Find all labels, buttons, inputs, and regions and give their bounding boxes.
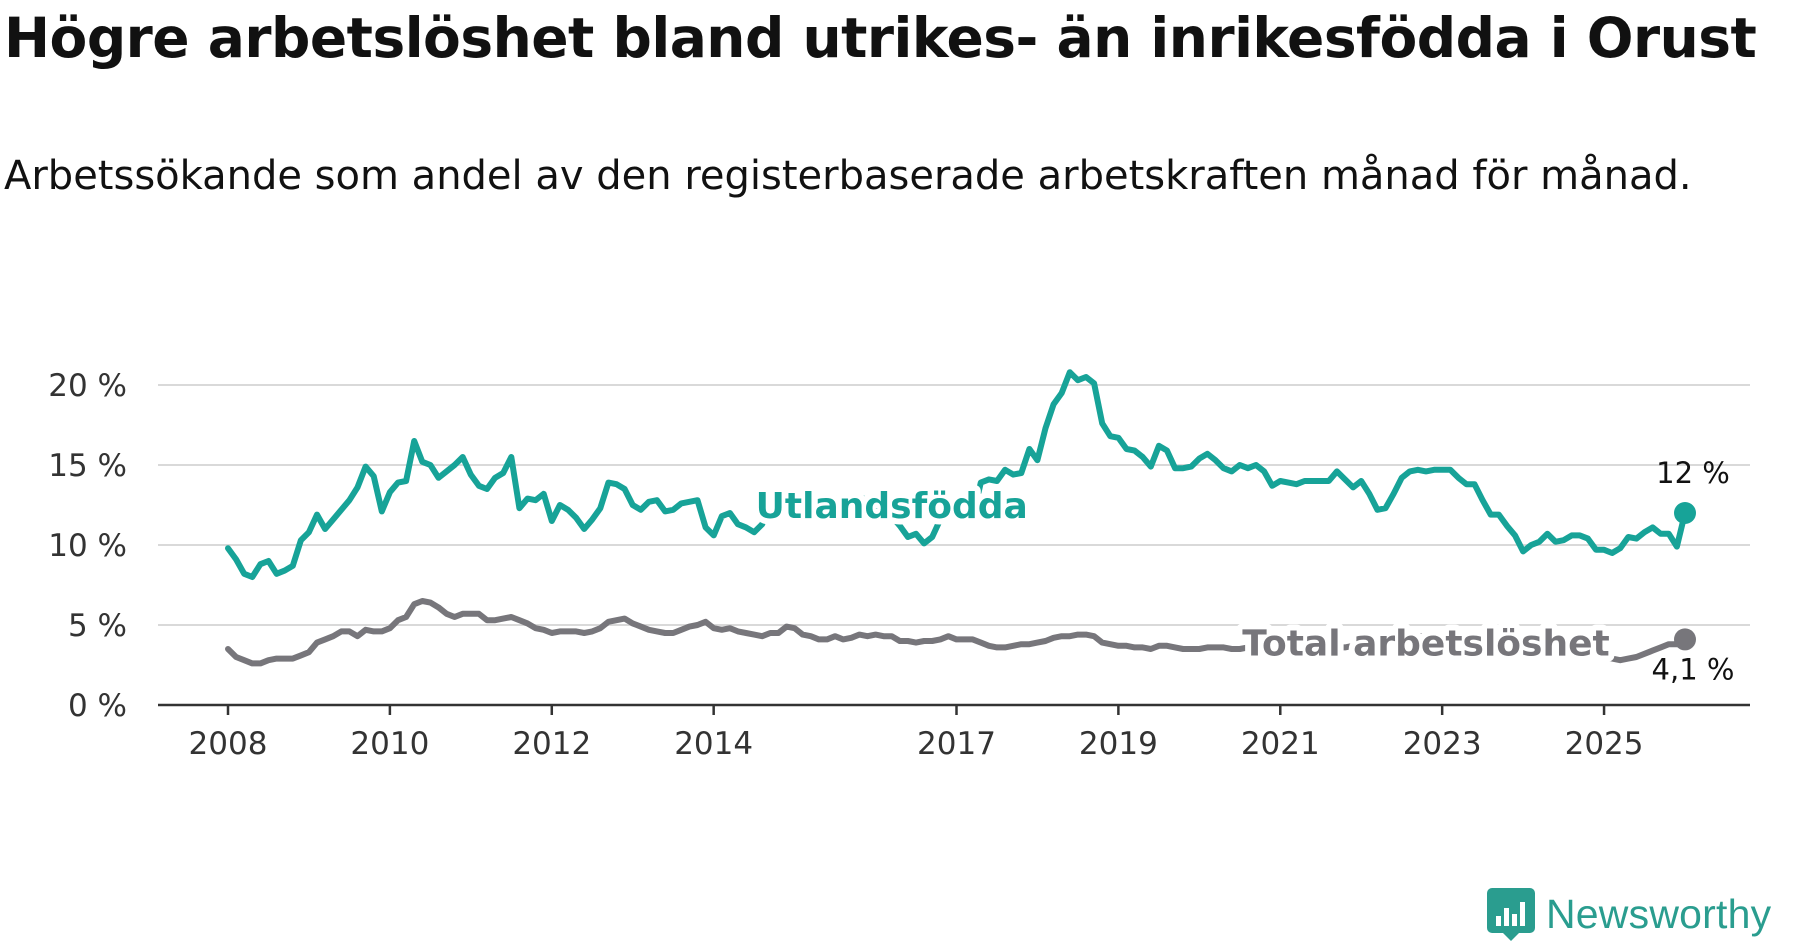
series-line-utlandsfodda <box>225 369 1688 580</box>
x-tick-label: 2025 <box>1565 726 1644 762</box>
y-tick-label: 5 % <box>68 608 127 644</box>
series-end-label-utlandsfodda: 12 % <box>1656 456 1730 490</box>
x-tick-label: 2017 <box>917 726 996 762</box>
y-tick-label: 15 % <box>48 448 127 484</box>
y-tick-label: 20 % <box>48 368 127 404</box>
series-labels: 12 % Utlandsfödda 4,1 % Total arbetslöshet <box>750 456 1735 686</box>
x-tick-label: 2012 <box>512 726 591 762</box>
y-axis-ticks: 0 % 5 % 10 % 15 % 20 % <box>48 368 127 724</box>
series-label-total-arbetsloshet: Total arbetslöshet <box>1242 624 1610 665</box>
series-end-marker-utlandsfodda <box>1674 502 1696 524</box>
brand-name: Newsworthy <box>1546 890 1772 937</box>
x-tick-label: 2023 <box>1403 726 1482 762</box>
gridlines <box>158 384 1750 626</box>
y-tick-label: 10 % <box>48 528 127 564</box>
chart-title: Högre arbetslöshet bland utrikes- än inr… <box>4 6 1757 70</box>
newsworthy-logo-icon <box>1487 888 1535 941</box>
series-lines <box>225 369 1696 667</box>
x-tick-label: 2019 <box>1079 726 1158 762</box>
x-tick-label: 2021 <box>1241 726 1320 762</box>
series-end-label-total-arbetsloshet: 4,1 % <box>1652 652 1735 686</box>
newsworthy-brand[interactable]: Newsworthy <box>1486 886 1771 942</box>
y-tick-label: 0 % <box>68 688 127 724</box>
series-end-marker-total-arbetsloshet <box>1674 628 1696 651</box>
series-label-utlandsfodda: Utlandsfödda <box>756 486 1028 527</box>
x-axis-ticks: 2008 2010 2012 2014 2017 2019 2021 2023 2025 <box>189 705 1644 762</box>
x-tick-label: 2014 <box>674 726 753 762</box>
chart-subtitle: Arbetssökande som andel av den registerb… <box>4 153 1692 199</box>
series-line-total-arbetsloshet <box>225 598 1688 667</box>
x-tick-label: 2008 <box>189 726 268 762</box>
x-tick-label: 2010 <box>350 726 429 762</box>
